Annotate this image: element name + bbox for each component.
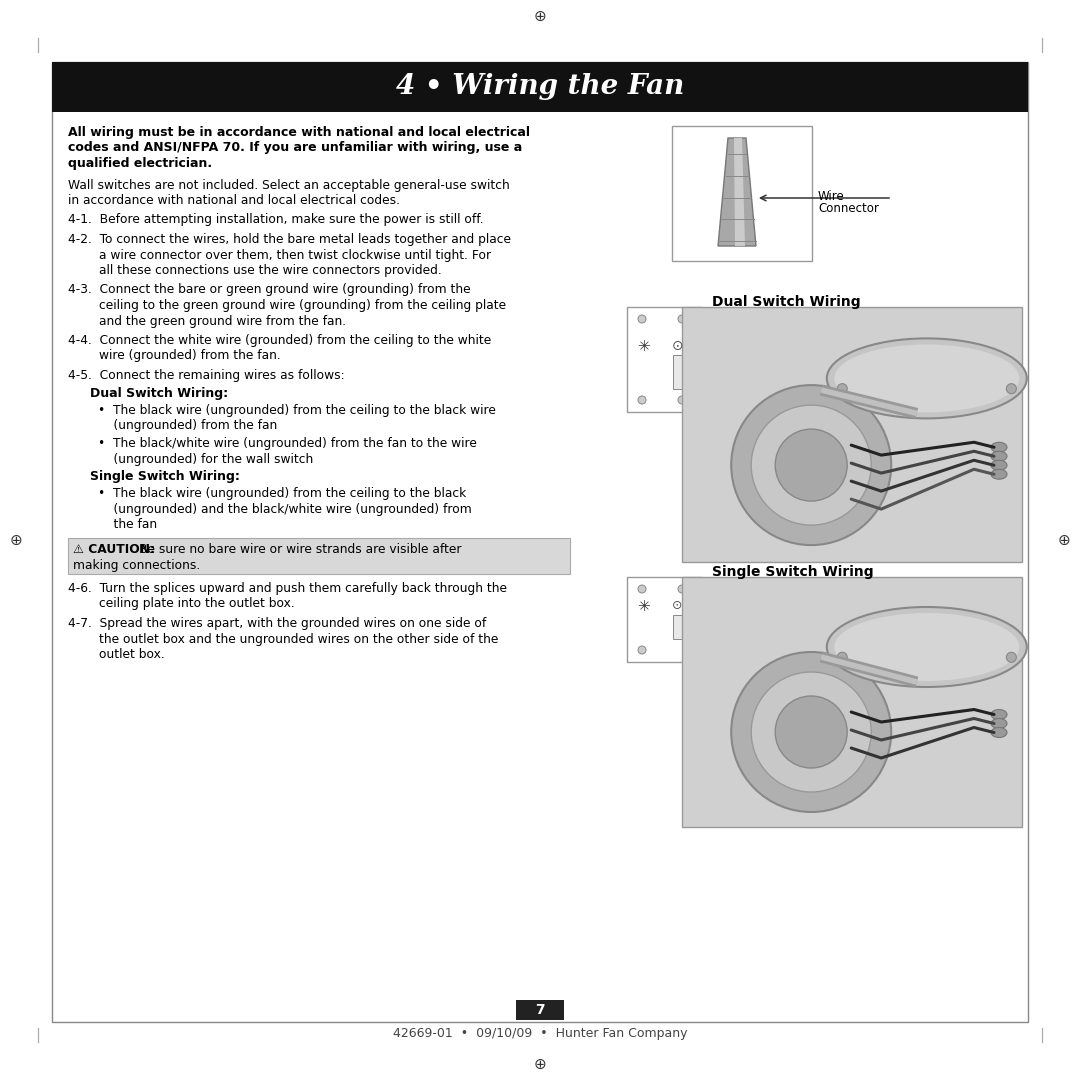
Circle shape	[678, 396, 686, 404]
Circle shape	[1007, 652, 1016, 662]
Ellipse shape	[991, 710, 1007, 719]
Text: 7: 7	[536, 1003, 544, 1017]
Circle shape	[837, 652, 847, 662]
Circle shape	[1007, 383, 1016, 394]
Text: the outlet box and the ungrounded wires on the other side of the: the outlet box and the ungrounded wires …	[68, 633, 498, 646]
Text: ceiling plate into the outlet box.: ceiling plate into the outlet box.	[68, 597, 295, 610]
Ellipse shape	[991, 469, 1007, 480]
Polygon shape	[734, 138, 745, 246]
Text: 4-5.  Connect the remaining wires as follows:: 4-5. Connect the remaining wires as foll…	[68, 369, 345, 382]
Text: ⚠ CAUTION:: ⚠ CAUTION:	[73, 543, 163, 556]
Text: ⊕: ⊕	[534, 1056, 546, 1071]
Text: ⊕: ⊕	[534, 9, 546, 24]
Polygon shape	[673, 355, 691, 389]
Ellipse shape	[834, 613, 1020, 681]
Text: 42669-01  •  09/10/09  •  Hunter Fan Company: 42669-01 • 09/10/09 • Hunter Fan Company	[393, 1027, 687, 1040]
Circle shape	[752, 405, 872, 525]
Circle shape	[638, 585, 646, 593]
Text: 4-2.  To connect the wires, hold the bare metal leads together and place: 4-2. To connect the wires, hold the bare…	[68, 233, 511, 246]
Text: (ungrounded) and the black/white wire (ungrounded) from: (ungrounded) and the black/white wire (u…	[98, 503, 472, 516]
Polygon shape	[52, 62, 1028, 112]
Text: qualified electrician.: qualified electrician.	[68, 157, 212, 170]
Text: Wire: Wire	[818, 190, 845, 203]
Text: All wiring must be in accordance with national and local electrical: All wiring must be in accordance with na…	[68, 126, 530, 139]
Text: ✳: ✳	[637, 339, 650, 354]
Circle shape	[775, 429, 847, 501]
Ellipse shape	[834, 345, 1020, 413]
Text: Dual Switch Wiring:: Dual Switch Wiring:	[90, 387, 228, 400]
Text: Connector: Connector	[818, 202, 879, 215]
Text: 4-3.  Connect the bare or green ground wire (grounding) from the: 4-3. Connect the bare or green ground wi…	[68, 283, 471, 297]
Circle shape	[678, 315, 686, 323]
Text: all these connections use the wire connectors provided.: all these connections use the wire conne…	[68, 264, 442, 276]
Text: making connections.: making connections.	[73, 558, 200, 571]
Text: and the green ground wire from the fan.: and the green ground wire from the fan.	[68, 314, 346, 327]
Polygon shape	[627, 307, 702, 411]
Text: Single Switch Wiring: Single Switch Wiring	[712, 565, 874, 579]
Text: ceiling to the green ground wire (grounding) from the ceiling plate: ceiling to the green ground wire (ground…	[68, 299, 507, 312]
Circle shape	[731, 652, 891, 812]
Text: •  The black wire (ungrounded) from the ceiling to the black wire: • The black wire (ungrounded) from the c…	[98, 404, 496, 417]
Ellipse shape	[991, 718, 1007, 729]
Polygon shape	[681, 307, 1022, 562]
Ellipse shape	[991, 451, 1007, 461]
Text: ⊕: ⊕	[1057, 532, 1070, 548]
Text: ⊕: ⊕	[10, 532, 23, 548]
Ellipse shape	[991, 460, 1007, 470]
Text: wire (grounded) from the fan.: wire (grounded) from the fan.	[68, 350, 281, 363]
Ellipse shape	[827, 338, 1027, 418]
Text: in accordance with national and local electrical codes.: in accordance with national and local el…	[68, 194, 400, 207]
Text: 4-6.  Turn the splices upward and push them carefully back through the: 4-6. Turn the splices upward and push th…	[68, 582, 507, 595]
Text: Wall switches are not included. Select an acceptable general-use switch: Wall switches are not included. Select a…	[68, 178, 510, 191]
Ellipse shape	[991, 442, 1007, 453]
Circle shape	[731, 386, 891, 545]
Polygon shape	[718, 138, 756, 246]
Circle shape	[752, 672, 872, 792]
Text: Single Switch Wiring:: Single Switch Wiring:	[90, 470, 240, 483]
Text: 4-4.  Connect the white wire (grounded) from the ceiling to the white: 4-4. Connect the white wire (grounded) f…	[68, 334, 491, 347]
Circle shape	[837, 383, 847, 394]
Ellipse shape	[827, 607, 1027, 687]
Text: a wire connector over them, then twist clockwise until tight. For: a wire connector over them, then twist c…	[68, 248, 491, 261]
Text: •  The black/white wire (ungrounded) from the fan to the wire: • The black/white wire (ungrounded) from…	[98, 437, 477, 450]
Polygon shape	[516, 1000, 564, 1020]
Text: (ungrounded) from the fan: (ungrounded) from the fan	[98, 419, 278, 432]
Text: codes and ANSI/NFPA 70. If you are unfamiliar with wiring, use a: codes and ANSI/NFPA 70. If you are unfam…	[68, 141, 523, 154]
Text: ⊙: ⊙	[672, 599, 683, 612]
Text: the fan: the fan	[98, 518, 157, 531]
Polygon shape	[68, 538, 570, 573]
Text: Dual Switch Wiring: Dual Switch Wiring	[712, 295, 861, 309]
Text: •  The black wire (ungrounded) from the ceiling to the black: • The black wire (ungrounded) from the c…	[98, 487, 467, 500]
Circle shape	[638, 315, 646, 323]
Circle shape	[638, 646, 646, 654]
Polygon shape	[672, 126, 812, 261]
Ellipse shape	[991, 728, 1007, 738]
Polygon shape	[673, 615, 691, 639]
Text: 4-1.  Before attempting installation, make sure the power is still off.: 4-1. Before attempting installation, mak…	[68, 214, 484, 227]
Text: (ungrounded) for the wall switch: (ungrounded) for the wall switch	[98, 453, 313, 465]
Text: ⊙: ⊙	[672, 339, 684, 353]
Circle shape	[638, 396, 646, 404]
Circle shape	[775, 696, 847, 768]
Text: outlet box.: outlet box.	[68, 648, 165, 661]
Text: ✳: ✳	[637, 599, 650, 615]
Polygon shape	[627, 577, 702, 662]
Text: 4 • Wiring the Fan: 4 • Wiring the Fan	[396, 73, 684, 100]
Circle shape	[678, 585, 686, 593]
Polygon shape	[681, 577, 1022, 827]
Text: 4-7.  Spread the wires apart, with the grounded wires on one side of: 4-7. Spread the wires apart, with the gr…	[68, 617, 486, 630]
Text: Be sure no bare wire or wire strands are visible after: Be sure no bare wire or wire strands are…	[139, 543, 461, 556]
